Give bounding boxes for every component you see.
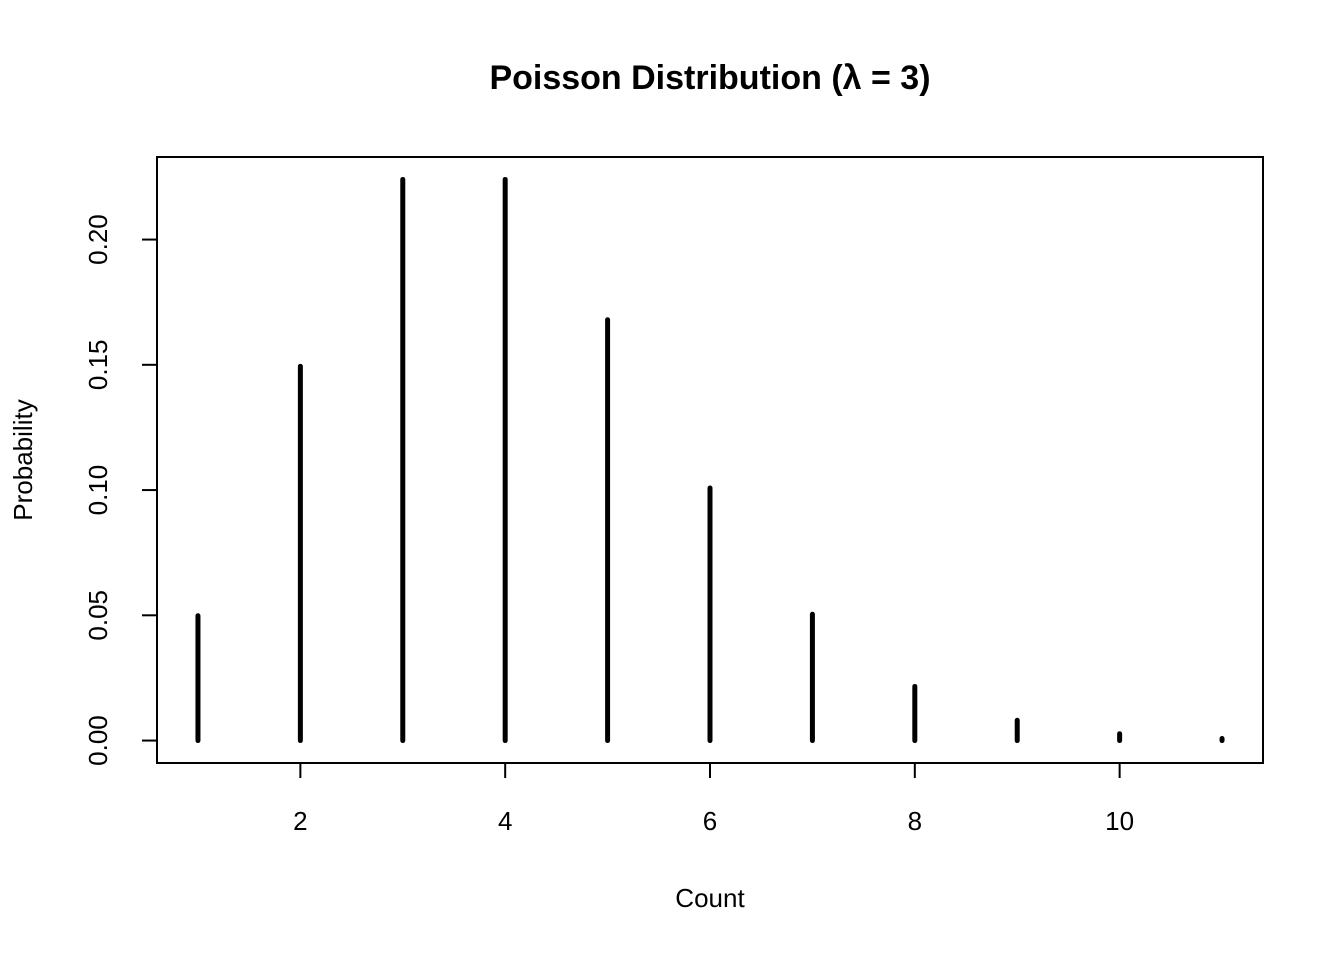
x-tick-label: 6 (703, 806, 717, 836)
x-axis-label: Count (675, 883, 745, 913)
x-tick-label: 8 (908, 806, 922, 836)
x-tick-label: 4 (498, 806, 512, 836)
y-tick-label: 0.15 (83, 340, 113, 391)
x-tick-label: 2 (293, 806, 307, 836)
y-tick-label: 0.05 (83, 590, 113, 641)
y-tick-label: 0.10 (83, 465, 113, 516)
x-tick-label: 10 (1105, 806, 1134, 836)
chart-title: Poisson Distribution (λ = 3) (489, 59, 930, 97)
y-tick-label: 0.00 (83, 715, 113, 766)
y-tick-label: 0.20 (83, 214, 113, 265)
y-axis-label: Probability (8, 399, 38, 520)
